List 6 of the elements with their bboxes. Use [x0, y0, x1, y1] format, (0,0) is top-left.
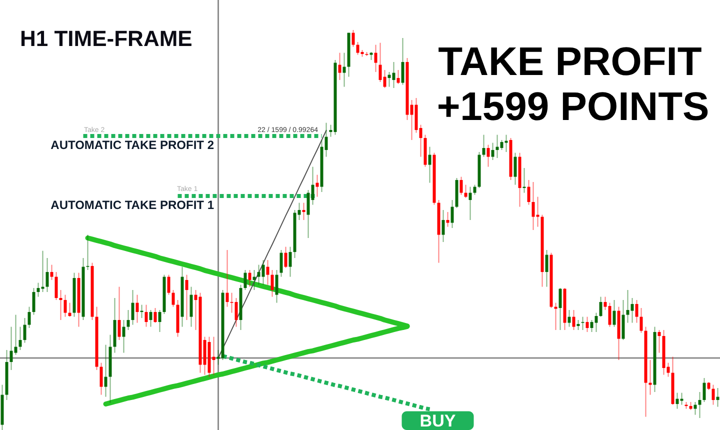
series-label: AUTOMATIC TAKE PROFIT 1 — [50, 198, 214, 212]
annotation: +1599 POINTS — [436, 85, 710, 129]
annotation: TAKE PROFIT — [438, 40, 702, 84]
series-label: AUTOMATIC TAKE PROFIT 2 — [50, 138, 214, 152]
annotation: H1 TIME-FRAME — [20, 26, 192, 51]
series-label: BUY — [420, 412, 456, 430]
